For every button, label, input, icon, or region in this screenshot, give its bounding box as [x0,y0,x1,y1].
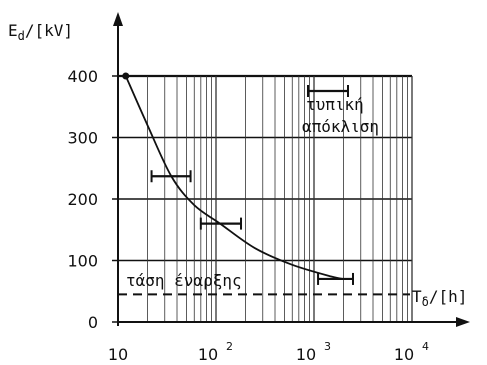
legend-label-line1: τυπική [306,95,364,114]
x-tick-label: 10 [296,345,316,364]
legend-label-line2: απόκλιση [302,117,379,136]
x-axis-title: Tδ/[h] [412,287,467,309]
x-tick-exponent: 4 [422,340,429,353]
labels: 0 100 200 300 400 10 10 2 10 3 10 4 Ed/[kV] Tδ/[h] τάσ… [8,21,467,364]
data-point [122,72,130,80]
x-tick-label: 10 [198,345,218,364]
x-tick-exponent: 3 [324,340,331,353]
error-bars [150,85,354,285]
x-tick-label: 10 [394,345,414,364]
y-tick-label: 200 [67,190,98,209]
y-axis-arrow [113,12,123,26]
x-tick-label: 10 [108,345,128,364]
y-axis-title: Ed/[kV] [8,21,73,43]
axes [112,12,470,327]
y-tick-label: 400 [67,67,98,86]
inception-voltage-label: τάση έναρξης [126,271,242,290]
x-tick-exponent: 2 [226,340,233,353]
y-tick-label: 0 [88,313,98,332]
y-tick-label: 300 [67,129,98,148]
y-tick-label: 100 [67,252,98,271]
grid [118,74,413,322]
x-axis-arrow [456,317,470,327]
